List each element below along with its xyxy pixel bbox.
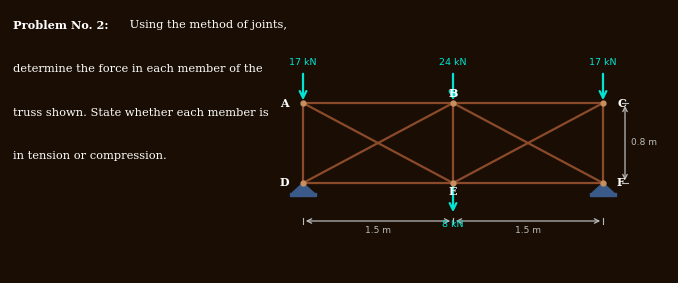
Text: D: D bbox=[279, 177, 289, 188]
Polygon shape bbox=[290, 193, 316, 196]
Text: F: F bbox=[617, 177, 625, 188]
Text: Problem No. 2:: Problem No. 2: bbox=[14, 20, 109, 31]
Text: C: C bbox=[617, 98, 626, 108]
Polygon shape bbox=[592, 183, 614, 193]
Text: E: E bbox=[449, 186, 457, 198]
Text: determine the force in each member of the: determine the force in each member of th… bbox=[14, 64, 263, 74]
Text: 24 kN: 24 kN bbox=[439, 58, 466, 67]
Text: 17 kN: 17 kN bbox=[589, 58, 617, 67]
Polygon shape bbox=[292, 183, 314, 193]
Text: 8 kN: 8 kN bbox=[442, 220, 464, 229]
Text: 1.5 m: 1.5 m bbox=[515, 226, 541, 235]
Polygon shape bbox=[591, 193, 616, 196]
Text: in tension or compression.: in tension or compression. bbox=[14, 151, 167, 161]
Text: Using the method of joints,: Using the method of joints, bbox=[126, 20, 287, 30]
Text: A: A bbox=[281, 98, 289, 108]
Text: B: B bbox=[448, 87, 458, 98]
Text: 17 kN: 17 kN bbox=[290, 58, 317, 67]
Text: 0.8 m: 0.8 m bbox=[631, 138, 657, 147]
Text: 1.5 m: 1.5 m bbox=[365, 226, 391, 235]
Text: truss shown. State whether each member is: truss shown. State whether each member i… bbox=[14, 108, 269, 117]
